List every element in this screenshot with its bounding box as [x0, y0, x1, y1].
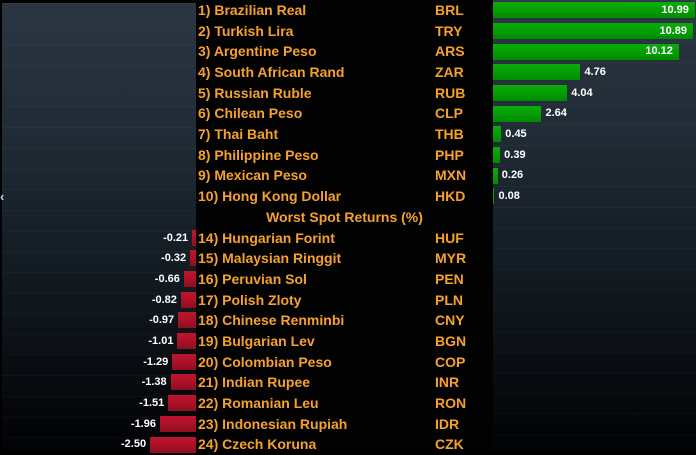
currency-ticker[interactable]: RUB — [435, 84, 466, 101]
negative-return-bar — [178, 312, 196, 329]
return-value-label: 0.39 — [504, 148, 526, 161]
currency-rank-name[interactable]: 1) Brazilian Real — [198, 2, 307, 18]
return-value-label: -1.96 — [130, 417, 156, 430]
currency-ticker[interactable]: IDR — [435, 415, 460, 432]
return-value-label: -1.01 — [148, 334, 174, 347]
return-value-label: 4.76 — [584, 66, 606, 79]
return-value-label: -0.82 — [151, 293, 177, 306]
currency-rank-name[interactable]: 18) Chinese Renminbi — [198, 312, 345, 329]
currency-ticker[interactable]: ARS — [435, 43, 465, 60]
currency-rank-name[interactable]: 4) South African Rand — [198, 64, 345, 81]
currency-ticker[interactable]: HUF — [435, 229, 464, 246]
negative-return-bar — [172, 353, 196, 370]
currency-rank-name[interactable]: 24) Czech Koruna — [198, 436, 317, 453]
negative-return-bar — [192, 229, 196, 246]
negative-return-bar — [177, 333, 196, 350]
currency-ticker[interactable]: INR — [435, 374, 460, 391]
currency-rank-name[interactable]: 10) Hong Kong Dollar — [198, 188, 342, 205]
positive-return-bar — [493, 64, 581, 81]
return-value-label: -0.66 — [154, 272, 180, 285]
return-value-label: 4.04 — [571, 86, 593, 99]
return-value-label: -2.50 — [120, 438, 147, 451]
currency-rank-name[interactable]: 16) Peruvian Sol — [198, 270, 307, 287]
currency-ticker[interactable]: BRL — [435, 2, 464, 18]
currency-ticker[interactable]: ZAR — [435, 64, 464, 81]
return-value-label: 0.08 — [498, 190, 520, 203]
currency-ticker[interactable]: RON — [435, 394, 467, 411]
return-value-label: -0.21 — [163, 231, 189, 244]
currency-rank-name[interactable]: 3) Argentine Peso — [198, 43, 317, 60]
currency-ticker[interactable]: HKD — [435, 188, 466, 205]
currency-ticker[interactable]: COP — [435, 353, 466, 370]
currency-rank-name[interactable]: 5) Russian Ruble — [198, 84, 312, 101]
positive-return-bar — [493, 2, 695, 19]
positive-return-bar — [493, 188, 495, 205]
worst-returns-bar-panel — [2, 3, 196, 450]
currency-ticker[interactable]: PLN — [435, 291, 463, 308]
positive-return-bar — [493, 22, 694, 39]
currency-rank-name[interactable]: 20) Colombian Peso — [198, 353, 332, 370]
positive-return-bar — [493, 146, 501, 163]
currency-ticker[interactable]: CNY — [435, 312, 465, 329]
currency-rank-name[interactable]: 19) Bulgarian Lev — [198, 332, 315, 349]
return-value-label: -0.97 — [149, 314, 175, 327]
currency-ticker[interactable]: BGN — [435, 332, 467, 349]
currency-ticker[interactable]: THB — [435, 126, 464, 143]
return-value-label: 0.26 — [501, 169, 524, 182]
currency-ticker[interactable]: MYR — [435, 250, 467, 267]
positive-return-bar — [493, 105, 542, 122]
currency-ticker[interactable]: MXN — [435, 167, 467, 184]
negative-return-bar — [150, 436, 196, 453]
return-value-label: -1.29 — [143, 355, 169, 368]
return-value-label: -1.51 — [139, 396, 165, 409]
positive-return-bar — [493, 43, 679, 60]
currency-rank-name[interactable]: 17) Polish Zloty — [198, 291, 302, 308]
currency-rank-name[interactable]: 7) Thai Baht — [198, 126, 279, 143]
currency-ticker[interactable]: CZK — [435, 436, 464, 453]
negative-return-bar — [168, 395, 196, 412]
positive-return-bar — [493, 126, 502, 143]
currency-ticker[interactable]: PHP — [435, 146, 464, 163]
currency-ticker[interactable]: TRY — [435, 22, 463, 39]
currency-ticker[interactable]: CLP — [435, 105, 463, 122]
collapse-panel-icon[interactable]: ‹ — [0, 189, 5, 204]
return-value-label: 10.99 — [661, 4, 689, 16]
negative-return-bar — [190, 250, 196, 267]
positive-return-bar — [493, 84, 568, 101]
return-value-label: 0.45 — [505, 128, 527, 141]
currency-rank-name[interactable]: 15) Malaysian Ringgit — [198, 250, 342, 267]
return-value-label: 10.12 — [645, 45, 673, 58]
currency-ticker[interactable]: PEN — [435, 270, 464, 287]
negative-return-bar — [159, 415, 196, 432]
currency-rank-name[interactable]: 6) Chilean Peso — [198, 105, 303, 122]
return-value-label: 10.89 — [659, 24, 688, 37]
currency-list-panel — [196, 0, 493, 455]
positive-return-bar — [493, 167, 498, 184]
bottom-border — [0, 450, 696, 455]
worst-spot-returns-header: Worst Spot Returns (%) — [266, 208, 423, 225]
currency-rank-name[interactable]: 2) Turkish Lira — [198, 22, 294, 39]
negative-return-bar — [183, 271, 196, 288]
negative-return-bar — [170, 374, 196, 391]
currency-rank-name[interactable]: 22) Romanian Leu — [198, 394, 319, 411]
negative-return-bar — [180, 291, 196, 308]
return-value-label: 2.64 — [545, 107, 567, 120]
currency-rank-name[interactable]: 14) Hungarian Forint — [198, 229, 335, 246]
return-value-label: -1.38 — [141, 376, 167, 389]
currency-rank-name[interactable]: 23) Indonesian Rupiah — [198, 415, 348, 432]
currency-rank-name[interactable]: 21) Indian Rupee — [198, 374, 311, 391]
currency-rank-name[interactable]: 9) Mexican Peso — [198, 167, 307, 184]
currency-rank-name[interactable]: 8) Philippine Peso — [198, 146, 319, 163]
return-value-label: -0.32 — [161, 252, 187, 265]
